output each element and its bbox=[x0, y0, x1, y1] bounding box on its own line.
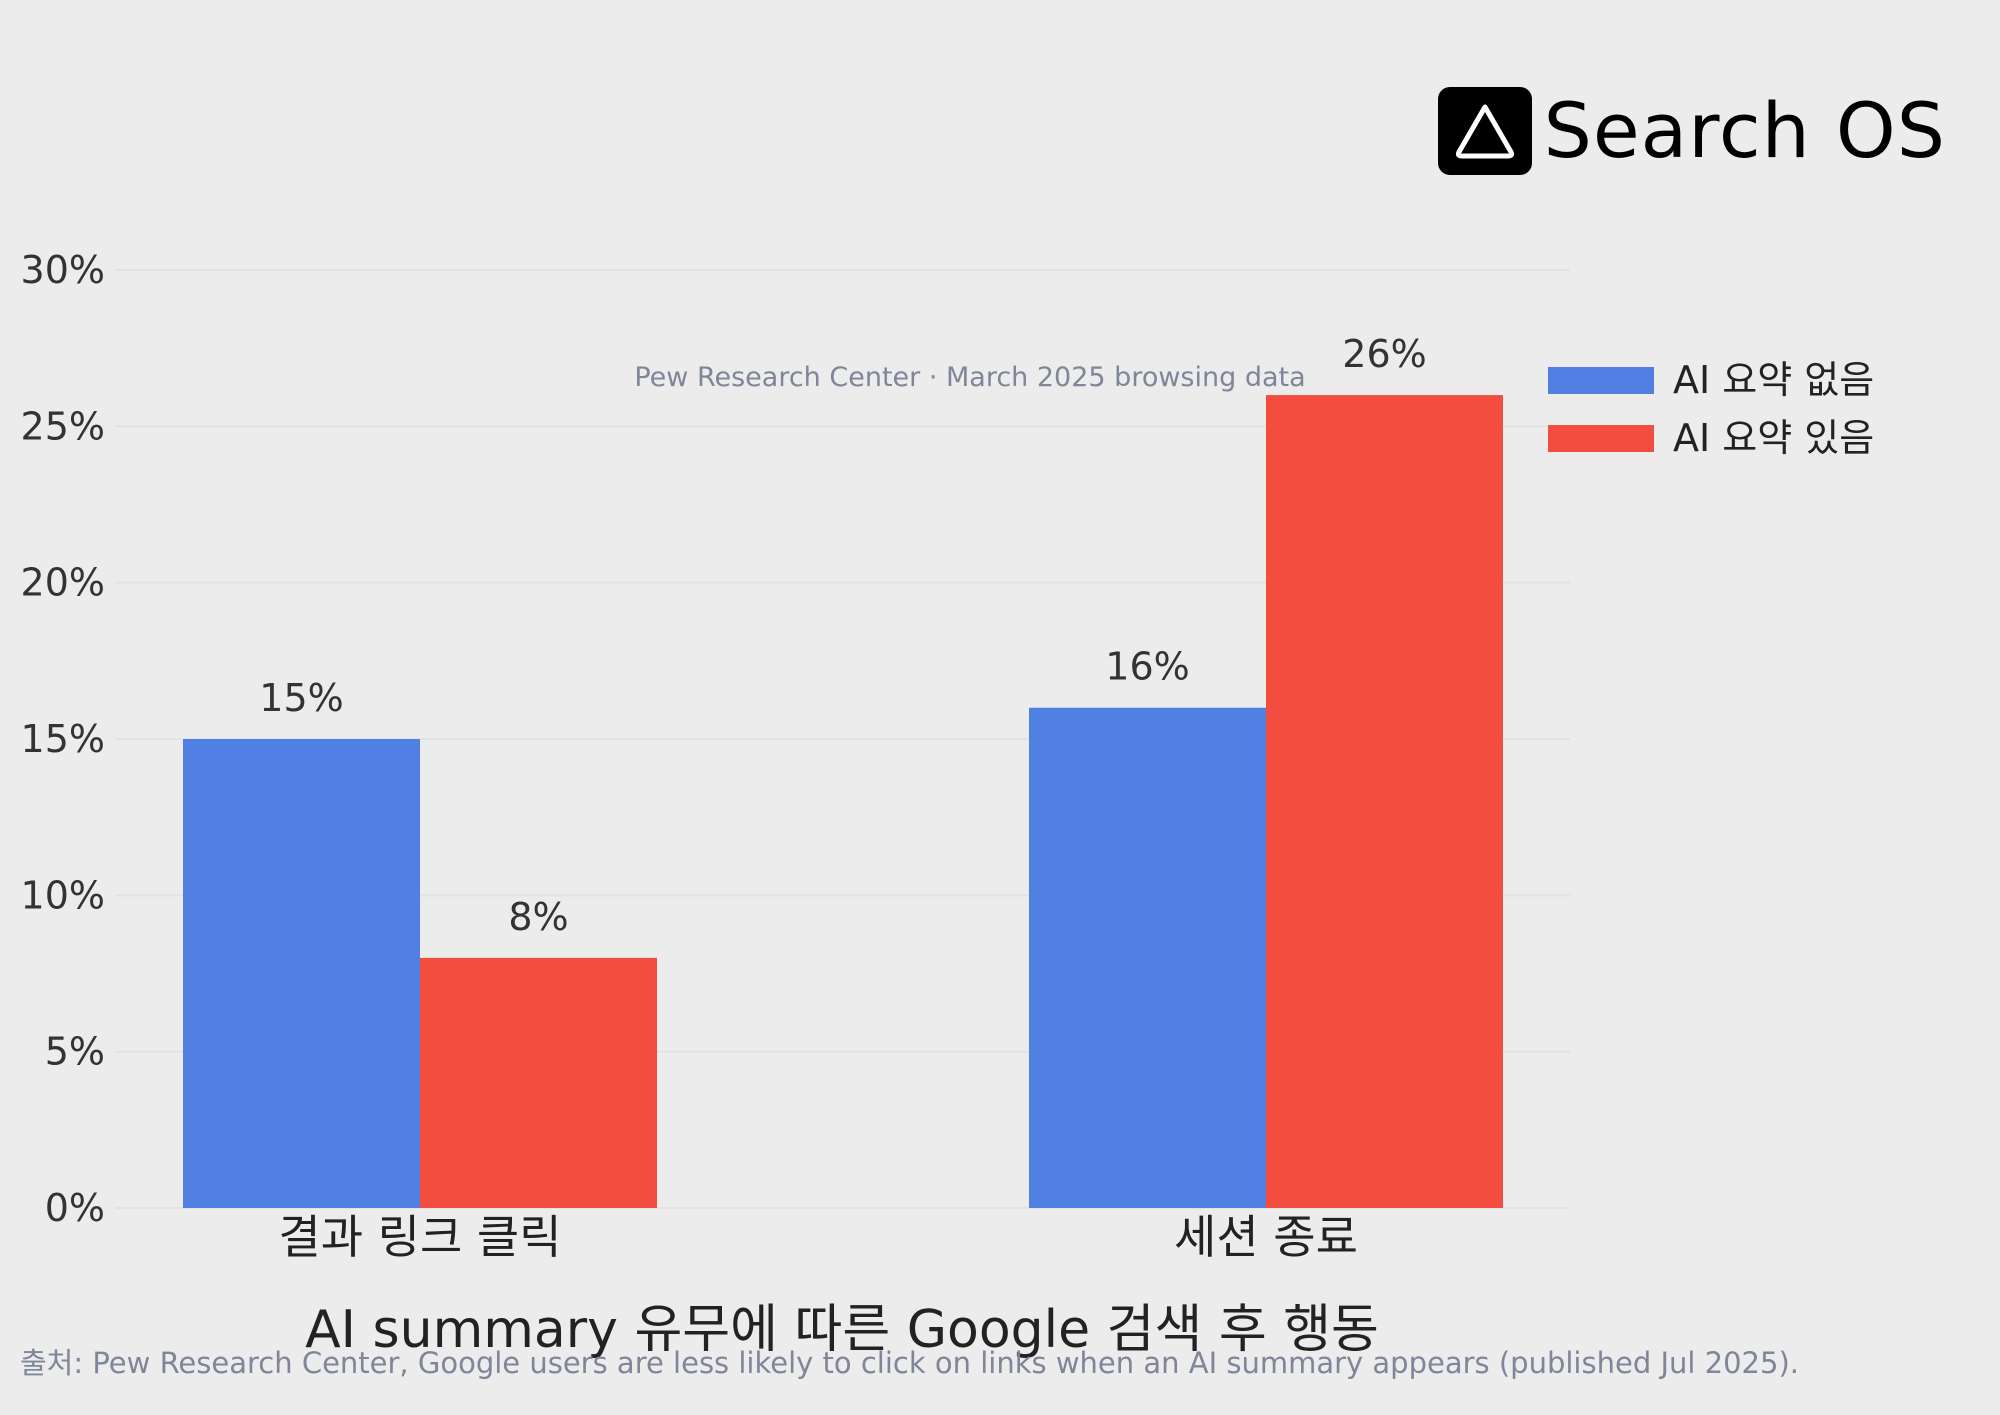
chart-title: AI summary 유무에 따른 Google 검색 후 행동 bbox=[305, 1300, 1379, 1360]
data-label: 16% bbox=[1105, 645, 1189, 689]
legend-swatch bbox=[1548, 425, 1654, 452]
y-tick-label: 5% bbox=[45, 1030, 105, 1074]
logo: Search OS bbox=[1437, 86, 1946, 176]
data-label: 26% bbox=[1342, 332, 1426, 376]
legend-label: AI 요약 있음 bbox=[1673, 416, 1874, 460]
x-tick-label: 세션 종료 bbox=[1174, 1210, 1358, 1264]
legend-label: AI 요약 없음 bbox=[1673, 358, 1874, 402]
x-tick-label: 결과 링크 클릭 bbox=[278, 1210, 561, 1264]
data-label: 15% bbox=[259, 676, 343, 720]
y-tick-label: 20% bbox=[21, 561, 105, 605]
triangle-icon bbox=[1437, 87, 1532, 175]
bar bbox=[1266, 395, 1503, 1209]
y-tick-label: 10% bbox=[21, 873, 105, 917]
y-tick-label: 30% bbox=[21, 248, 105, 292]
chart-subtitle: Pew Research Center · March 2025 browsin… bbox=[634, 362, 1305, 393]
y-tick-label: 25% bbox=[21, 404, 105, 448]
legend-swatch bbox=[1548, 367, 1654, 394]
bar bbox=[183, 739, 420, 1208]
source-footnote: 출처: Pew Research Center, Google users ar… bbox=[20, 1346, 1799, 1380]
data-label: 8% bbox=[508, 895, 568, 939]
y-tick-label: 15% bbox=[21, 717, 105, 761]
y-tick-label: 0% bbox=[45, 1186, 105, 1230]
bar bbox=[1029, 707, 1266, 1208]
bar bbox=[420, 957, 657, 1208]
logo-text: Search OS bbox=[1543, 86, 1946, 175]
